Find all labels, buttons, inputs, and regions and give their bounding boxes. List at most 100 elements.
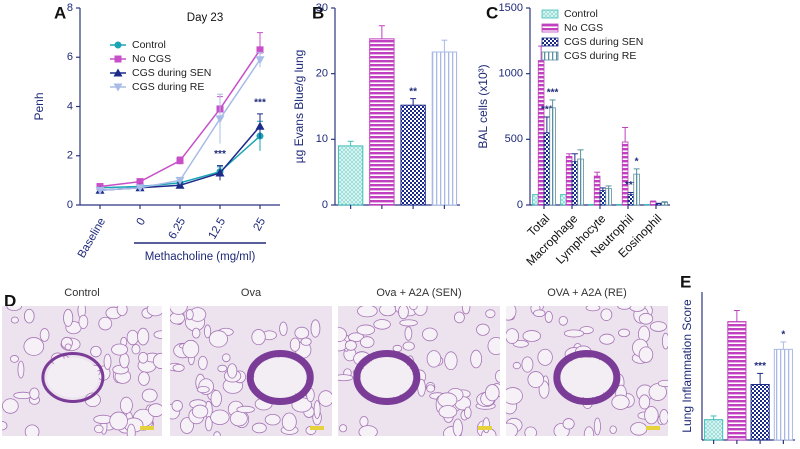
- alveolus: [23, 308, 35, 324]
- alveolus: [2, 398, 19, 414]
- airway-wall: [353, 350, 421, 405]
- alveolus: [289, 337, 301, 352]
- alveolus: [39, 328, 50, 342]
- annotation: Day 23: [187, 12, 223, 24]
- alveolus: [111, 343, 129, 356]
- significance: *: [781, 330, 785, 341]
- alveolus: [210, 409, 230, 426]
- alveolus: [10, 316, 19, 324]
- alveolus: [6, 306, 22, 311]
- alveolus: [90, 345, 102, 358]
- alveolus: [398, 306, 409, 320]
- bar: [571, 161, 579, 206]
- y-tick-label: 0: [322, 199, 328, 211]
- alveolus: [109, 411, 128, 431]
- alveolus: [78, 314, 89, 329]
- legend-label: CGS during RE: [564, 50, 636, 62]
- bar: [599, 190, 607, 206]
- alveolus: [585, 306, 601, 312]
- bar: [750, 384, 770, 441]
- alveolus: [339, 424, 348, 433]
- alveolus: [485, 309, 496, 319]
- bar: [369, 38, 395, 206]
- alveolus: [599, 333, 615, 345]
- alveolus: [17, 360, 25, 379]
- alveolus: [527, 371, 545, 388]
- alveolus: [661, 332, 668, 350]
- alveolus: [236, 405, 255, 414]
- alveolus: [131, 344, 141, 355]
- alveolus: [180, 417, 194, 434]
- alveolus: [137, 327, 150, 346]
- alveolus: [152, 352, 162, 369]
- legend-label: Control: [564, 8, 598, 20]
- airway-lumen: [360, 357, 413, 398]
- alveolus: [583, 426, 595, 436]
- alveolus: [638, 346, 654, 363]
- point: [135, 184, 145, 193]
- scale-bar: [310, 426, 324, 430]
- bar: [655, 203, 663, 206]
- x-tick-label: 6.25: [167, 216, 189, 241]
- point: [113, 83, 123, 92]
- point: [175, 176, 185, 185]
- bar: [704, 419, 724, 441]
- significance: ***: [541, 105, 553, 116]
- legend-label: No CGS: [132, 53, 171, 65]
- alveolus: [23, 337, 45, 356]
- significance: ***: [214, 149, 226, 160]
- bar: [661, 201, 668, 206]
- y-tick-label: 1500: [499, 2, 523, 14]
- alveolus: [461, 306, 471, 315]
- alveolus: [512, 361, 521, 370]
- alveolus: [205, 416, 213, 432]
- alveolus: [344, 340, 357, 351]
- alveolus: [485, 384, 500, 402]
- legend-swatch: [541, 9, 559, 19]
- alveolus: [409, 306, 418, 311]
- alveolus: [657, 379, 668, 388]
- alveolus: [213, 431, 221, 436]
- alveolus: [444, 351, 458, 371]
- alveolus: [294, 326, 310, 340]
- bar: [560, 194, 567, 206]
- y-tick-label: 0: [67, 199, 73, 211]
- bar: [621, 141, 629, 206]
- alveolus: [404, 326, 413, 341]
- y-tick-label: 4: [67, 100, 73, 112]
- alveolus: [147, 403, 162, 417]
- alveolus: [437, 392, 458, 408]
- alveolus: [313, 400, 321, 419]
- bar: [543, 132, 551, 206]
- alveolus: [544, 311, 553, 323]
- bar: [605, 188, 612, 206]
- y-tick-label: 2: [67, 150, 73, 162]
- alveolus: [495, 370, 500, 383]
- y-tick-label: 10: [316, 133, 328, 145]
- y-tick-label: 30: [316, 2, 328, 14]
- alveolus: [2, 421, 8, 431]
- x-tick-label: Baseline: [76, 216, 108, 260]
- alveolus: [172, 363, 185, 372]
- bar: [593, 175, 601, 206]
- alveolus: [116, 306, 128, 317]
- alveolus: [521, 356, 534, 373]
- alveolus: [300, 337, 312, 346]
- point: [176, 157, 184, 165]
- alveolus: [648, 383, 667, 401]
- alveolus: [98, 316, 113, 331]
- alveolus: [358, 425, 378, 436]
- alveolus: [506, 306, 517, 321]
- alveolus: [251, 422, 267, 434]
- bar: [616, 203, 623, 206]
- alveolus: [470, 349, 483, 369]
- alveolus: [600, 308, 613, 321]
- bar: [649, 201, 657, 206]
- point: [136, 178, 144, 186]
- bar: [549, 107, 556, 206]
- x-tick-label: 0: [135, 216, 149, 228]
- y-tick-label: 1000: [499, 68, 523, 80]
- legend-label: Control: [132, 39, 166, 51]
- bar: [727, 321, 747, 441]
- bar: [537, 60, 545, 206]
